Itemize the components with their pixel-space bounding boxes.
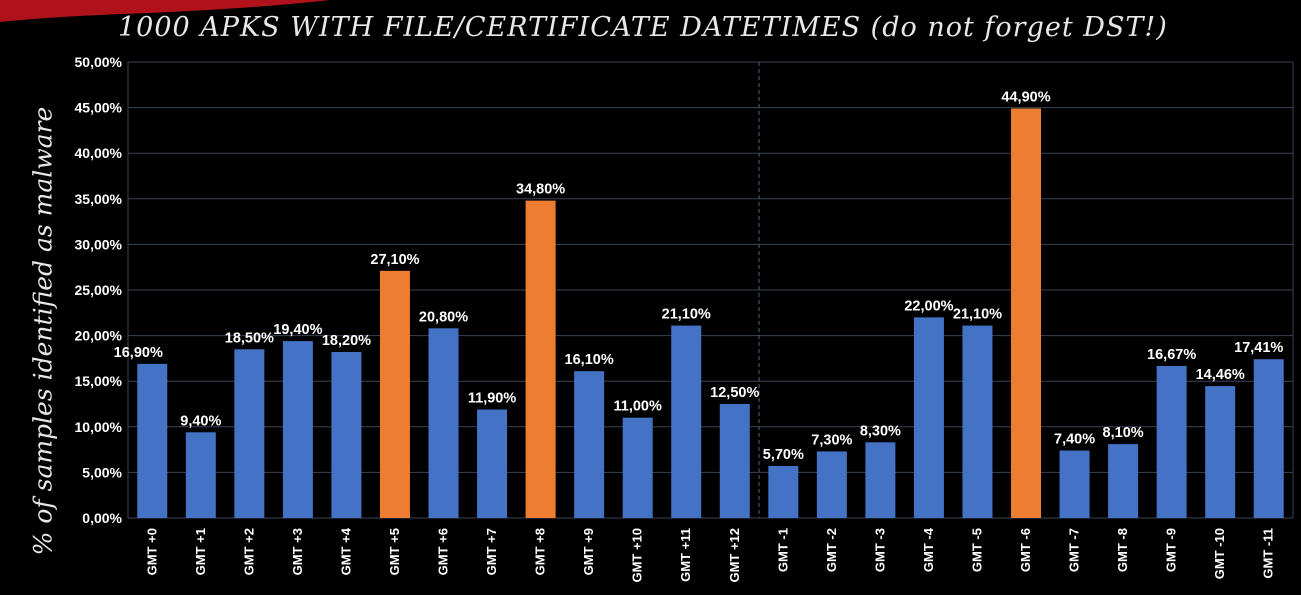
- x-tick-label: GMT +1: [193, 528, 208, 575]
- x-tick-label: GMT +6: [436, 528, 451, 575]
- bar-gmtminus4: [913, 317, 944, 518]
- data-label: 22,00%: [904, 298, 953, 314]
- bar-gmtplus11: [671, 325, 702, 518]
- bar-gmtplus2: [234, 349, 265, 518]
- bar-gmtminus11: [1253, 359, 1284, 518]
- gridlines: [127, 61, 1294, 519]
- bar-gmtminus3: [865, 442, 896, 518]
- corner-accent-shape: [0, 0, 330, 22]
- x-tick-label: GMT +0: [144, 528, 159, 575]
- bar-gmtminus10: [1205, 386, 1236, 518]
- bars: [137, 108, 1284, 519]
- bar-gmtplus8: [525, 200, 556, 518]
- bar-gmtplus9: [574, 371, 605, 518]
- data-label: 11,00%: [613, 399, 661, 415]
- x-tick-label: GMT -1: [775, 528, 790, 572]
- data-label: 20,80%: [419, 309, 468, 325]
- x-tick-label: GMT -9: [1164, 528, 1179, 572]
- x-tick-label: GMT -11: [1261, 528, 1276, 579]
- data-label: 11,90%: [468, 390, 516, 406]
- bar-gmtminus9: [1156, 365, 1187, 518]
- bar-gmtplus10: [622, 417, 653, 518]
- bar-gmtplus5: [379, 270, 410, 518]
- bar-gmtminus7: [1059, 450, 1090, 518]
- data-label: 9,40%: [180, 413, 221, 429]
- y-tick-label: 25,00%: [75, 282, 123, 298]
- y-tick-label: 35,00%: [75, 191, 123, 207]
- x-tick-label: GMT +7: [484, 528, 499, 575]
- data-label: 8,30%: [860, 423, 901, 439]
- data-label: 7,30%: [811, 432, 852, 448]
- data-label: 7,40%: [1054, 432, 1095, 448]
- data-label: 21,10%: [662, 307, 711, 323]
- x-tick-label: GMT +5: [387, 528, 402, 575]
- y-axis-ticks: 0,00% 5,00% 10,00% 15,00% 20,00% 25,00% 30,00%…: [75, 54, 123, 526]
- y-tick-label: 50,00%: [75, 54, 123, 70]
- bar-gmtminus8: [1108, 444, 1139, 518]
- data-label: 14,46%: [1196, 367, 1245, 383]
- bar-gmtplus12: [719, 404, 750, 518]
- data-label: 17,41%: [1234, 340, 1283, 356]
- x-tick-label: GMT +8: [533, 528, 548, 575]
- x-tick-label: GMT +2: [241, 528, 256, 575]
- bar-gmtplus7: [477, 409, 508, 518]
- data-label: 16,67%: [1147, 347, 1196, 363]
- data-label: 18,50%: [225, 330, 274, 346]
- data-labels: 16,90% 9,40% 18,50%19,40%18,20% 27,10% 20,80…: [114, 90, 1284, 464]
- y-tick-label: 15,00%: [75, 373, 123, 389]
- bar-gmtminus1: [768, 466, 799, 518]
- y-tick-label: 0,00%: [82, 510, 122, 526]
- x-tick-label: GMT -7: [1067, 528, 1082, 572]
- y-tick-label: 45,00%: [75, 100, 123, 116]
- x-tick-label: GMT -10: [1212, 528, 1227, 579]
- x-tick-label: GMT +11: [678, 528, 693, 582]
- data-label: 5,70%: [763, 447, 804, 463]
- x-tick-label: GMT -2: [824, 528, 839, 572]
- data-label: 34,80%: [516, 182, 565, 198]
- bar-gmtplus4: [331, 352, 362, 518]
- data-label: 44,90%: [1001, 90, 1050, 106]
- data-label: 21,10%: [953, 307, 1002, 323]
- x-tick-label: GMT +10: [630, 528, 645, 583]
- x-tick-label: GMT -3: [872, 528, 887, 572]
- x-tick-label: GMT +9: [581, 528, 596, 575]
- x-tick-label: GMT -6: [1018, 528, 1033, 572]
- x-tick-label: GMT +12: [727, 528, 742, 583]
- data-label: 18,20%: [322, 333, 371, 349]
- data-label: 8,10%: [1103, 425, 1144, 441]
- x-tick-label: GMT -8: [1115, 528, 1130, 572]
- x-tick-label: GMT +3: [290, 528, 305, 575]
- y-tick-label: 40,00%: [75, 145, 123, 161]
- y-tick-label: 10,00%: [75, 419, 123, 435]
- y-tick-label: 5,00%: [82, 464, 122, 480]
- bar-gmtminus5: [962, 325, 993, 518]
- x-tick-label: GMT -5: [969, 528, 984, 572]
- bar-gmtplus1: [185, 432, 216, 518]
- bar-gmtminus6: [1011, 108, 1042, 519]
- bar-gmtminus2: [816, 451, 847, 518]
- data-label: 19,40%: [273, 322, 322, 338]
- bar-gmtplus0: [137, 363, 168, 518]
- data-label: 27,10%: [370, 252, 419, 268]
- data-label: 16,90%: [114, 345, 163, 361]
- x-tick-label: GMT -4: [921, 527, 936, 572]
- bar-gmtplus6: [428, 328, 459, 518]
- x-axis-categories: GMT +0 GMT +1 GMT +2 GMT +3 GMT +4 GMT +5 GMT …: [144, 527, 1275, 582]
- y-tick-label: 30,00%: [75, 236, 123, 252]
- bar-gmtplus3: [282, 341, 313, 518]
- data-label: 12,50%: [710, 385, 759, 401]
- x-tick-label: GMT +4: [338, 527, 353, 575]
- chart-title: 1000 APKS WITH FILE/CERTIFICATE DATETIME…: [118, 12, 1168, 43]
- data-label: 16,10%: [565, 352, 614, 368]
- y-tick-label: 20,00%: [75, 328, 123, 344]
